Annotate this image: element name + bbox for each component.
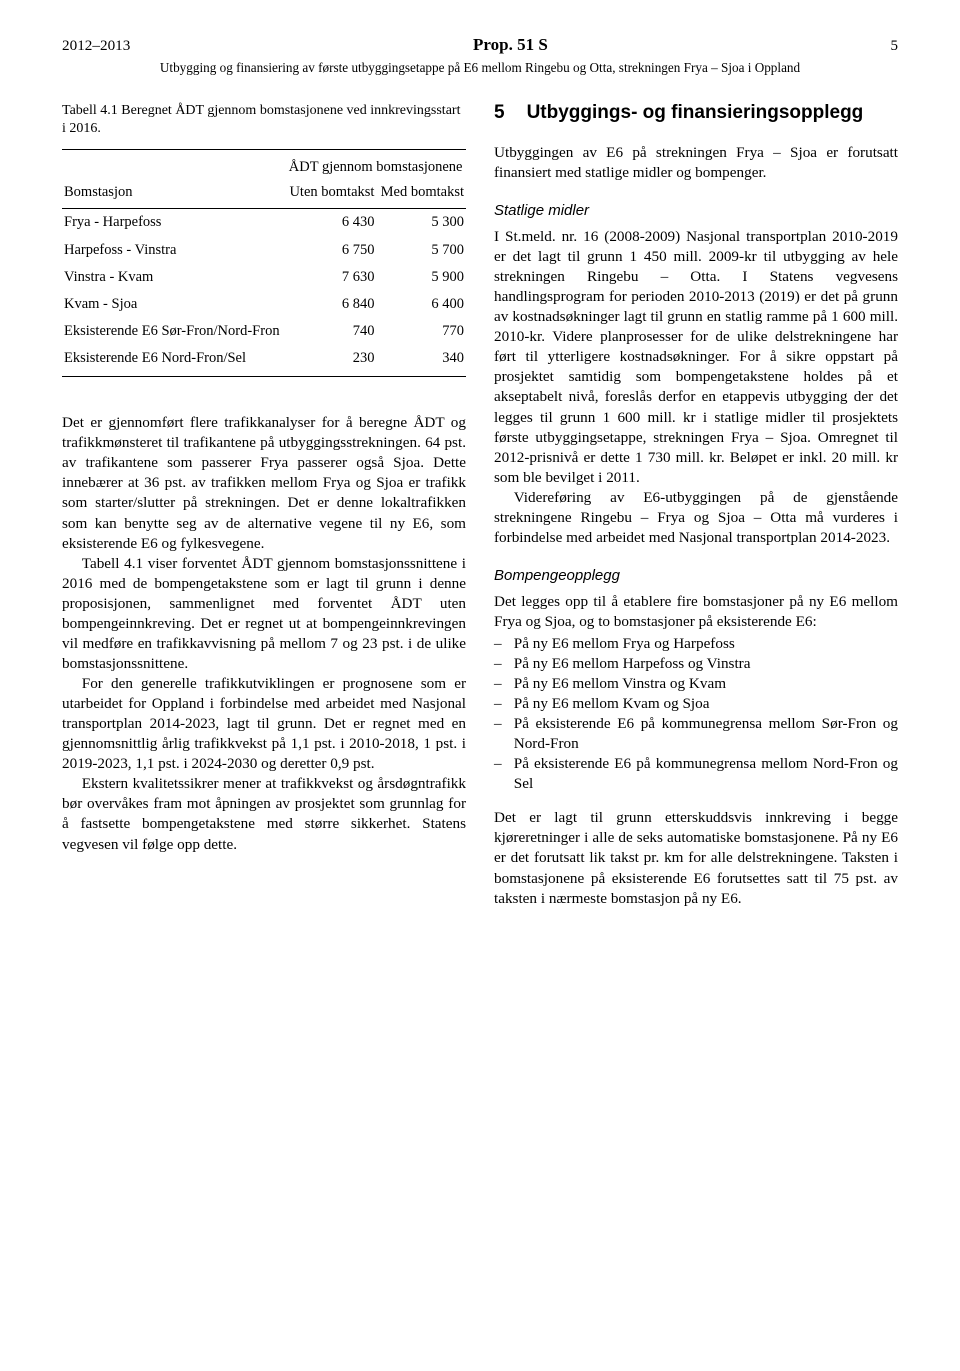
- table-row: Harpefoss - Vinstra6 7505 700: [62, 237, 466, 264]
- bullet-list: På ny E6 mellom Frya og HarpefossPå ny E…: [494, 634, 898, 795]
- list-item: På ny E6 mellom Kvam og Sjoa: [494, 694, 898, 714]
- table-cell-uten: 230: [285, 345, 376, 377]
- right-p3: Videreføring av E6-utbyggingen på de gje…: [494, 488, 898, 548]
- right-p5: Det er lagt til grunn etterskuddsvis inn…: [494, 808, 898, 908]
- col-med: Med bomtakst: [376, 179, 466, 209]
- table-cell-name: Eksisterende E6 Nord-Fron/Sel: [62, 345, 285, 377]
- table-cell-med: 5 700: [376, 237, 466, 264]
- table-cell-uten: 6 840: [285, 291, 376, 318]
- table-super-header: ÅDT gjennom bomstasjonene: [285, 150, 466, 180]
- left-p4: Ekstern kvalitetssikrer mener at trafikk…: [62, 774, 466, 854]
- table-cell-med: 5 300: [376, 209, 466, 237]
- section-title: 5 Utbyggings- og finansieringsopplegg: [494, 102, 898, 125]
- right-p2: I St.meld. nr. 16 (2008-2009) Nasjonal t…: [494, 227, 898, 488]
- section-number: 5: [494, 102, 505, 125]
- header-subtitle: Utbygging og finansiering av første utby…: [62, 59, 898, 76]
- list-item: På eksisterende E6 på kommunegrensa mell…: [494, 714, 898, 754]
- header-left: 2012–2013: [62, 36, 130, 56]
- table-caption: Tabell 4.1 Beregnet ÅDT gjennom bomstasj…: [62, 102, 466, 137]
- left-p1: Det er gjennomført flere trafikkanalyser…: [62, 413, 466, 553]
- adt-table: ÅDT gjennom bomstasjonene Bomstasjon Ute…: [62, 149, 466, 377]
- subhead-statlige: Statlige midler: [494, 201, 898, 221]
- table-row: Kvam - Sjoa6 8406 400: [62, 291, 466, 318]
- left-p3: For den generelle trafikkutviklingen er …: [62, 674, 466, 774]
- right-p4: Det legges opp til å etablere fire bomst…: [494, 592, 898, 632]
- table-cell-uten: 6 430: [285, 209, 376, 237]
- table-row: Frya - Harpefoss6 4305 300: [62, 209, 466, 237]
- table-cell-name: Vinstra - Kvam: [62, 264, 285, 291]
- table-cell-uten: 6 750: [285, 237, 376, 264]
- list-item: På eksisterende E6 på kommunegrensa mell…: [494, 754, 898, 794]
- header-center: Prop. 51 S: [473, 34, 548, 56]
- list-item: På ny E6 mellom Frya og Harpefoss: [494, 634, 898, 654]
- table-cell-name: Harpefoss - Vinstra: [62, 237, 285, 264]
- table-cell-uten: 7 630: [285, 264, 376, 291]
- header-right: 5: [890, 37, 898, 57]
- table-cell-uten: 740: [285, 318, 376, 345]
- table-cell-name: Eksisterende E6 Sør-Fron/Nord-Fron: [62, 318, 285, 345]
- table-cell-name: Kvam - Sjoa: [62, 291, 285, 318]
- list-item: På ny E6 mellom Harpefoss og Vinstra: [494, 654, 898, 674]
- subhead-bompenge: Bompengeopplegg: [494, 566, 898, 586]
- table-cell-med: 6 400: [376, 291, 466, 318]
- table-cell-med: 770: [376, 318, 466, 345]
- left-column: Tabell 4.1 Beregnet ÅDT gjennom bomstasj…: [62, 102, 466, 908]
- table-row: Eksisterende E6 Nord-Fron/Sel230340: [62, 345, 466, 377]
- col-uten: Uten bomtakst: [285, 179, 376, 209]
- list-item: På ny E6 mellom Vinstra og Kvam: [494, 674, 898, 694]
- table-cell-med: 5 900: [376, 264, 466, 291]
- table-row: Vinstra - Kvam7 6305 900: [62, 264, 466, 291]
- col-station: Bomstasjon: [62, 179, 285, 209]
- right-column: 5 Utbyggings- og finansieringsopplegg Ut…: [494, 102, 898, 908]
- page-header: 2012–2013 Prop. 51 S 5: [62, 34, 898, 57]
- table-row: Eksisterende E6 Sør-Fron/Nord-Fron740770: [62, 318, 466, 345]
- left-p2: Tabell 4.1 viser forventet ÅDT gjennom b…: [62, 554, 466, 674]
- right-p1: Utbyggingen av E6 på strekningen Frya – …: [494, 143, 898, 183]
- table-cell-name: Frya - Harpefoss: [62, 209, 285, 237]
- table-cell-med: 340: [376, 345, 466, 377]
- section-title-text: Utbyggings- og finansieringsopplegg: [527, 102, 864, 125]
